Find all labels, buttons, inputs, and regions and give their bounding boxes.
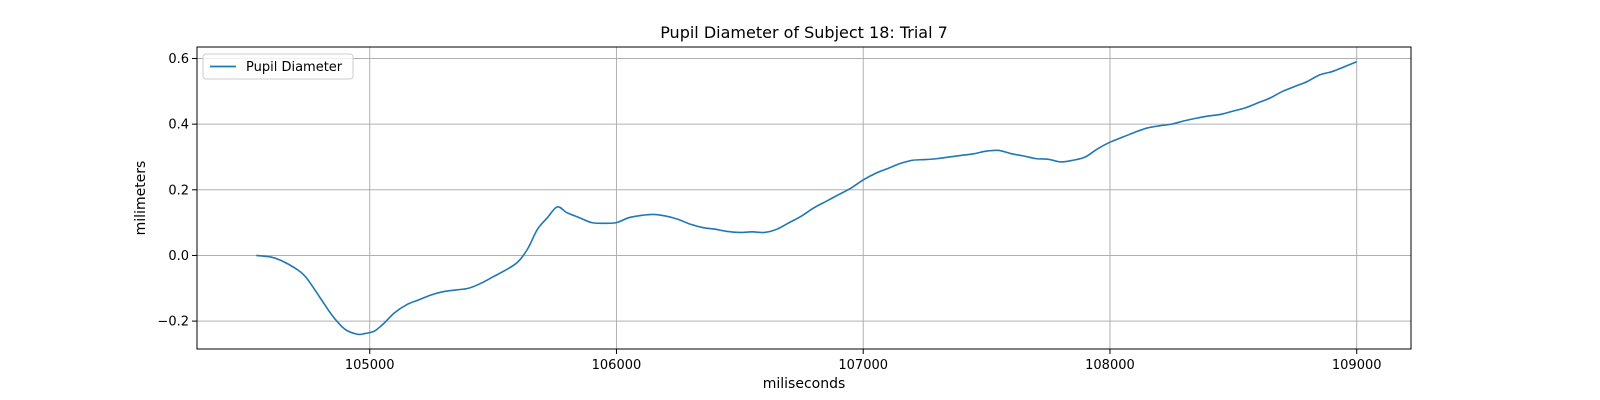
plot-frame [196,46,1412,350]
x-axis-ticks: 105000 106000 107000 108000 109000 [345,349,1382,373]
chart-title: Pupil Diameter of Subject 18: Trial 7 [660,23,948,42]
legend-box [202,53,354,80]
y-tick-label: 0.4 [168,118,189,133]
y-axis-title: milimeters [133,161,149,236]
y-tick-label: 0.0 [168,249,189,264]
series-line-pupil-diameter [256,61,1358,336]
x-tick-label: 105000 [345,358,395,373]
y-tick-label: 0.6 [168,52,189,67]
y-axis-ticks: −0.2 0.0 0.2 0.4 0.6 [157,52,197,330]
legend-label: Pupil Diameter [246,60,343,75]
x-tick-label: 107000 [838,358,888,373]
x-tick-label: 109000 [1332,358,1382,373]
gridlines [197,47,1411,349]
x-tick-label: 108000 [1085,358,1135,373]
x-axis-title: miliseconds [763,376,846,392]
x-tick-label: 106000 [592,358,642,373]
y-tick-label: −0.2 [157,315,189,330]
legend: Pupil Diameter [202,53,354,80]
y-tick-label: 0.2 [168,183,189,198]
